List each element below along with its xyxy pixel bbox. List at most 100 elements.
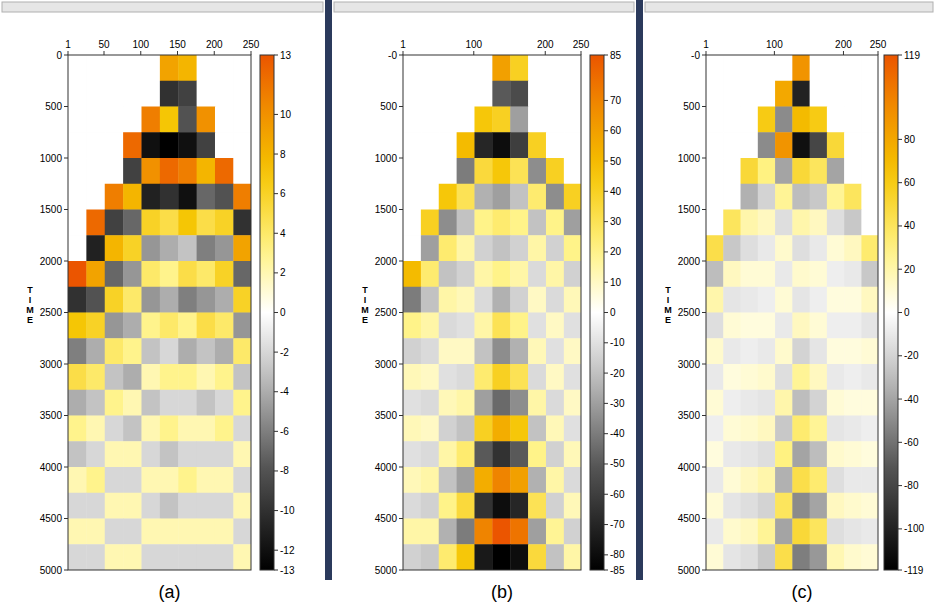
cell [564,493,581,519]
separator [325,0,332,580]
cell [421,261,439,287]
cell [86,441,105,467]
plot-area [403,55,581,570]
cell [178,261,197,287]
color-bar-tick [898,399,902,400]
cell [861,441,878,467]
cell [827,390,845,416]
cell [861,390,878,416]
color-bar-label: 40 [610,186,622,197]
cell [861,519,878,545]
cell [492,441,510,467]
cell [178,287,197,313]
cell [706,261,724,287]
cell [457,313,475,339]
cell [844,55,862,81]
cell [233,519,251,545]
cell [178,235,197,261]
cell [510,184,528,210]
cell [421,338,439,364]
cell [810,544,828,570]
cell [492,287,510,313]
cell [105,519,124,545]
cell [178,184,197,210]
cell [775,132,793,158]
cell [439,544,457,570]
cell [792,441,810,467]
cell [474,158,492,184]
color-bar-tick [604,251,608,252]
cell [197,519,216,545]
color-bar-label: -40 [904,394,919,405]
cell [792,519,810,545]
cell [141,544,160,570]
cell [178,313,197,339]
plot-area [68,55,251,570]
cell [457,364,475,390]
color-bar-label: -80 [610,549,625,560]
cell [474,390,492,416]
cell [528,313,546,339]
cell [215,107,234,133]
cell [827,55,845,81]
cell [141,467,160,493]
color-bar-label: -20 [610,368,625,379]
color-bar-tick [604,130,608,131]
y-tick [64,415,68,416]
cell [403,158,421,184]
x-tick [545,51,546,55]
cell [105,158,124,184]
cell [421,81,439,107]
y-tick [399,261,403,262]
color-bar-tick [274,510,278,511]
cell [233,544,251,570]
cell [758,467,776,493]
cell [215,338,234,364]
cell [792,158,810,184]
cell [564,364,581,390]
cell [546,338,564,364]
cell [492,519,510,545]
color-bar-label: -60 [610,489,625,500]
cell [403,313,421,339]
color-bar-tick [274,312,278,313]
color-bar-label: 13 [280,50,292,61]
cell [141,261,160,287]
cell [105,210,124,236]
cell [233,313,251,339]
cell [492,313,510,339]
cell [492,390,510,416]
x-tick-label: 250 [573,39,590,50]
cell [421,210,439,236]
cell [457,390,475,416]
cell [105,261,124,287]
cell [474,313,492,339]
cell [439,107,457,133]
color-bar-tick [898,182,902,183]
color-bar-label: -6 [280,426,289,437]
cell [178,390,197,416]
color-bar-label: -30 [610,398,625,409]
cell [178,107,197,133]
cell [215,210,234,236]
color-bar-label: 60 [610,125,622,136]
cell [827,287,845,313]
cell [510,235,528,261]
cell [792,132,810,158]
x-tick [878,51,879,55]
cell [474,184,492,210]
cell [844,467,862,493]
cell [233,261,251,287]
cell [810,338,828,364]
window-bar [2,2,323,12]
cell [197,55,216,81]
cell [215,467,234,493]
cell [215,544,234,570]
cell [197,467,216,493]
cell [439,81,457,107]
cell [844,184,862,210]
cell [810,261,828,287]
cell [403,184,421,210]
cell [528,210,546,236]
cell [827,441,845,467]
